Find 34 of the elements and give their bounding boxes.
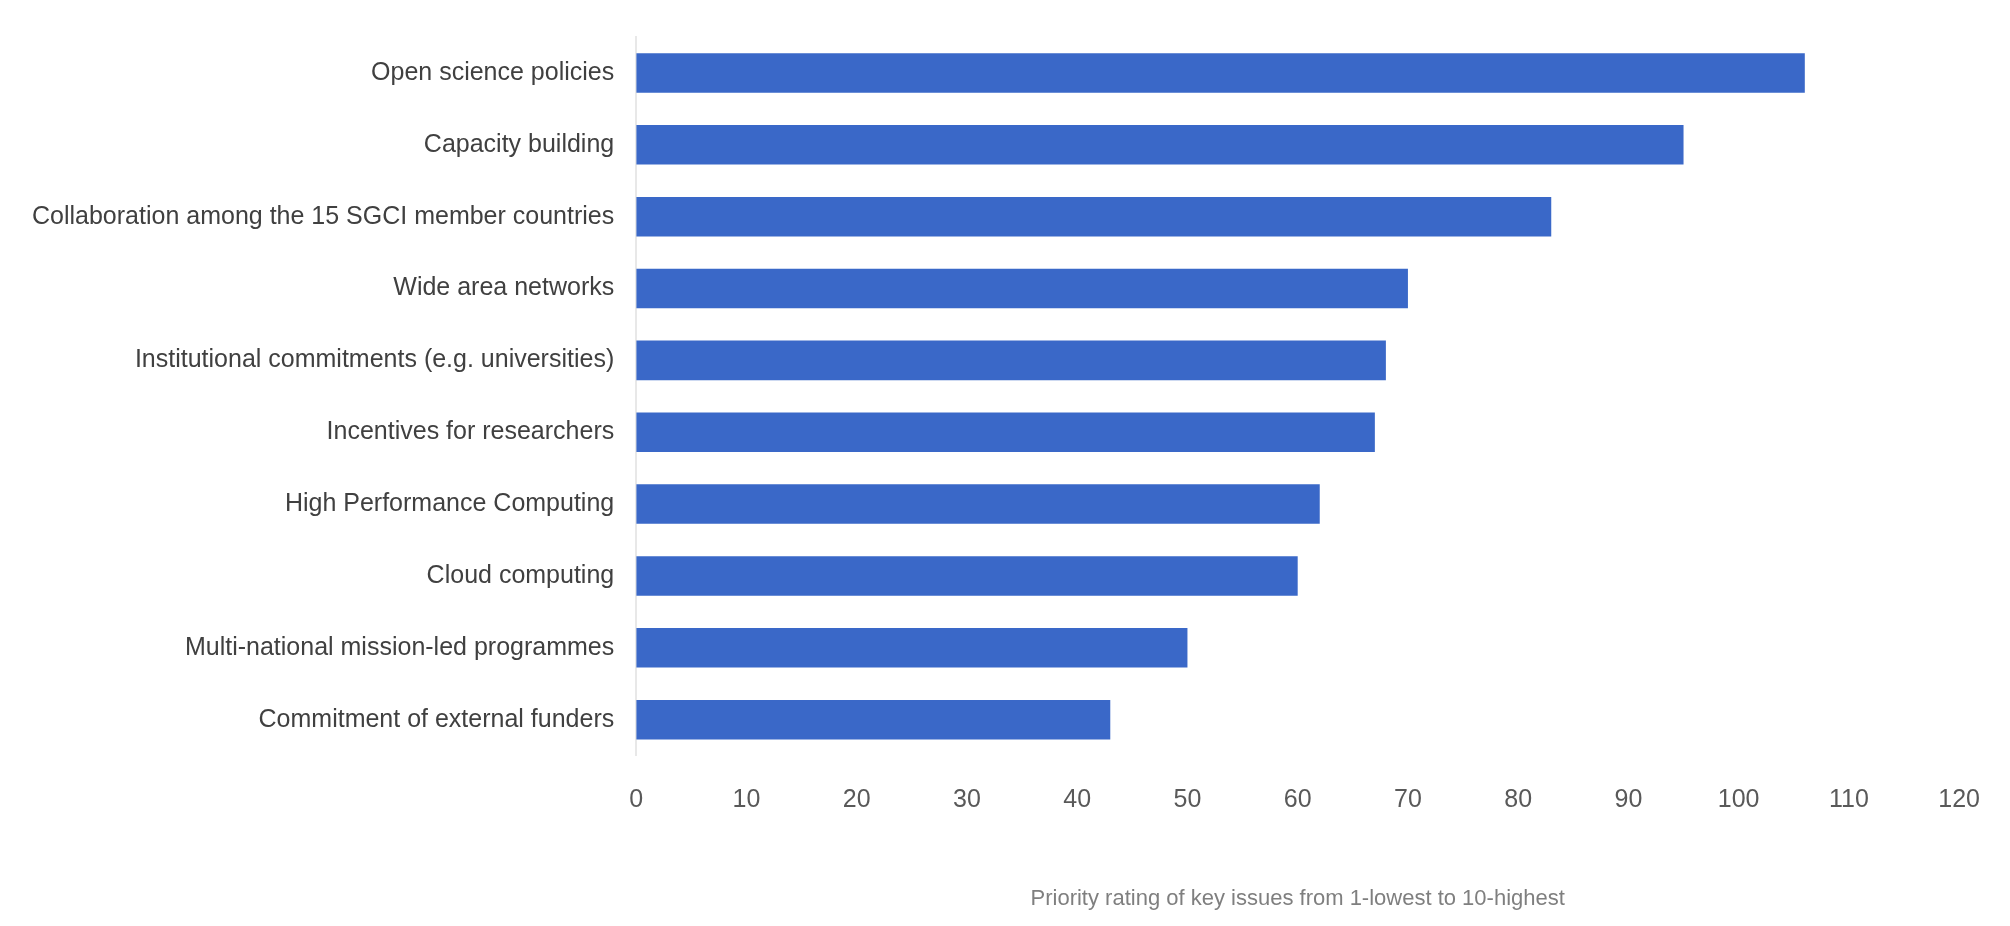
- y-tick-label: Cloud computing: [426, 559, 615, 588]
- x-tick-label: 40: [1063, 784, 1092, 813]
- x-tick-label: 30: [953, 784, 981, 813]
- x-tick-label: 60: [1283, 784, 1312, 813]
- x-tick-label: 80: [1504, 784, 1533, 813]
- x-tick-label: 10: [732, 784, 761, 813]
- x-tick-label: 20: [842, 784, 871, 813]
- x-tick-label: 0: [629, 784, 644, 813]
- y-tick-label: Capacity building: [423, 128, 615, 157]
- y-tick-label: Collaboration among the 15 SGCI member countries: [31, 200, 615, 229]
- bar: [636, 268, 1408, 309]
- bar: [636, 125, 1684, 165]
- bar: [636, 53, 1805, 93]
- bar: [636, 412, 1375, 452]
- x-tick-label: 90: [1614, 784, 1643, 813]
- y-tick-label: Open science policies: [371, 56, 615, 85]
- bar: [636, 556, 1298, 596]
- y-tick-label: High Performance Computing: [284, 487, 615, 516]
- bar: [636, 484, 1320, 524]
- bar: [636, 628, 1188, 668]
- y-tick-label: Multi-national mission-led programmes: [184, 631, 615, 660]
- bar: [636, 340, 1386, 381]
- y-tick-label: Incentives for researchers: [326, 416, 615, 445]
- bar: [636, 196, 1552, 237]
- x-tick-label: 110: [1828, 784, 1869, 813]
- y-tick-label: Commitment of external funders: [258, 703, 615, 732]
- x-tick-label: 50: [1173, 784, 1202, 813]
- x-tick-label: 70: [1394, 784, 1422, 813]
- y-tick-label: Institutional commitments (e.g. universities): [134, 344, 615, 373]
- x-axis-title: Priority rating of key issues from 1-lowest to 10-highest: [1030, 884, 1565, 910]
- x-tick-label: 120: [1938, 784, 1980, 813]
- y-tick-label: Wide area networks: [393, 272, 615, 301]
- x-tick-label: 100: [1717, 784, 1760, 813]
- bar: [636, 699, 1111, 740]
